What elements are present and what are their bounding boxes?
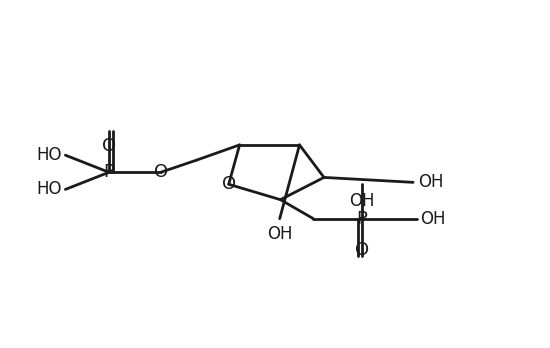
Text: P: P <box>103 163 114 181</box>
Text: O: O <box>102 137 116 155</box>
Text: OH: OH <box>418 173 443 191</box>
Text: O: O <box>153 163 168 181</box>
Text: P: P <box>356 209 367 228</box>
Text: OH: OH <box>421 209 446 228</box>
Text: HO: HO <box>36 180 62 198</box>
Text: O: O <box>222 175 236 193</box>
Text: HO: HO <box>36 146 62 164</box>
Text: OH: OH <box>349 192 375 210</box>
Text: O: O <box>355 241 369 259</box>
Text: OH: OH <box>267 224 293 243</box>
